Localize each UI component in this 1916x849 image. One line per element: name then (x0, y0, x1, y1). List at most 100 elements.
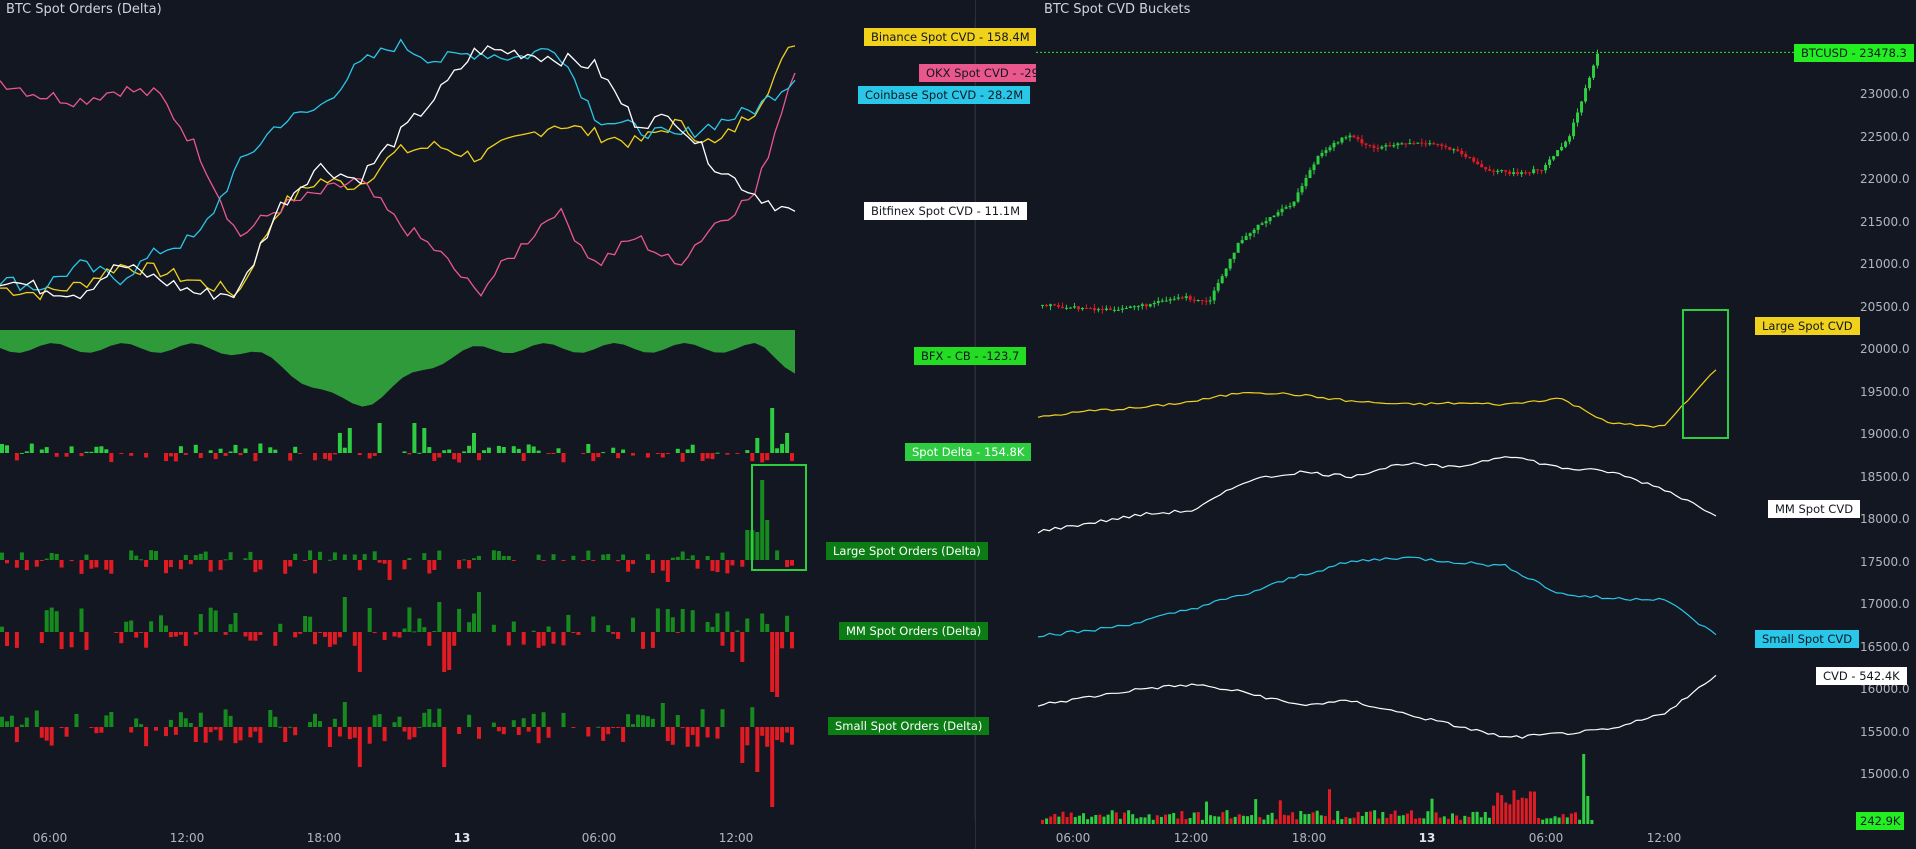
volume-bar (1106, 814, 1110, 824)
volume-bar (1295, 819, 1299, 824)
spot-delta-bar (19, 452, 24, 454)
candle-body (1180, 297, 1184, 299)
left-chart-panel[interactable]: BTC Spot Orders (Delta) Binance Spot CVD… (0, 0, 1061, 849)
large-orders-bar (243, 558, 248, 560)
volume-bar (1200, 819, 1204, 824)
small-orders-bar (104, 715, 109, 727)
spot-delta-bar (99, 446, 104, 453)
candle-body (1260, 223, 1264, 225)
volume-bar (1430, 798, 1434, 824)
volume-bar (1557, 817, 1561, 824)
small-orders-bar (109, 712, 114, 727)
volume-bar (1364, 811, 1368, 824)
spot-delta-bar (178, 446, 183, 453)
candle-body (1076, 306, 1080, 310)
volume-bar (1360, 815, 1364, 824)
large-orders-bar (303, 560, 308, 561)
candle-body (1136, 306, 1140, 308)
volume-label: 242.9K (1856, 812, 1905, 830)
large-orders-bar (710, 560, 715, 571)
volume-bar (1586, 796, 1590, 824)
small-orders-bar (89, 727, 94, 728)
candle-body (1468, 156, 1472, 158)
candle-body (1108, 308, 1112, 311)
volume-bar (1291, 812, 1295, 824)
mm-cvd-label: MM Spot CVD (1768, 500, 1861, 518)
candle-body (1152, 302, 1156, 305)
small-orders-bar (700, 709, 705, 727)
large-orders-bar (49, 553, 54, 560)
candle-body (1236, 243, 1240, 253)
mm-orders-bar (665, 609, 670, 632)
volume-bar (1516, 799, 1520, 824)
volume-bar (1369, 811, 1372, 824)
candle-body (1596, 53, 1599, 66)
mm-orders-bar (293, 632, 298, 638)
small-orders-bar (293, 727, 298, 736)
y-tick: 21500.0 (1860, 215, 1910, 229)
candle-body (1056, 305, 1060, 307)
volume-bar (1229, 818, 1233, 824)
large-orders-bar (129, 550, 134, 560)
candle-body (1396, 143, 1400, 146)
price-axis[interactable]: 23000.0 22500.0 22000.0 21500.0 21000.0 … (1854, 20, 1916, 820)
large-orders-bar (616, 560, 621, 562)
spot-delta-bar (407, 453, 412, 455)
spot-delta-bar (601, 452, 606, 454)
volume-bar (1184, 819, 1188, 824)
large-orders-bar (193, 555, 198, 560)
volume-bar (1164, 814, 1167, 824)
volume-bar (1524, 798, 1528, 824)
volume-bar (1381, 811, 1385, 824)
small-orders-bar (367, 727, 372, 744)
large-orders-bar (44, 558, 49, 560)
left-x-tick: 06:00 (581, 831, 617, 845)
spot-delta-bar (785, 433, 790, 453)
spot-delta-bar (327, 453, 332, 461)
spot-delta-bar (675, 448, 680, 453)
candle-body (1216, 282, 1220, 291)
cvd-line-large-spot-cvd (1037, 369, 1717, 428)
candle-body (1540, 169, 1544, 171)
mm-orders-bar (332, 632, 337, 645)
volume-bar (1090, 816, 1094, 824)
spot-delta-bar (84, 451, 89, 453)
spot-delta-bar (342, 447, 347, 453)
large-orders-bar (606, 554, 611, 560)
spot-delta-bar (725, 453, 730, 455)
cvd-line-cvd (1037, 674, 1717, 739)
large-orders-bar (551, 554, 556, 560)
left-chart-canvas[interactable] (0, 0, 975, 849)
spot-delta-bar (258, 443, 263, 453)
spot-delta-bar (253, 453, 258, 462)
left-x-tick: 06:00 (32, 831, 68, 845)
candle-body (1280, 208, 1284, 213)
volume-bar (1569, 813, 1573, 824)
candle-body (1544, 165, 1548, 171)
mm-orders-bar (178, 632, 183, 635)
candle-body (1044, 304, 1048, 307)
small-orders-bar (268, 710, 273, 727)
spot-delta-bar (29, 443, 34, 453)
large-orders-bar (223, 559, 228, 561)
spot-delta-bar (457, 453, 462, 463)
spot-delta-bar (765, 453, 770, 461)
volume-bar (1270, 812, 1274, 824)
mm-orders-bar (551, 632, 556, 644)
volume-bar (1114, 812, 1118, 824)
large-orders-bar (695, 560, 700, 569)
spot-delta-bar (422, 428, 427, 453)
volume-bar (1254, 799, 1258, 824)
candle-body (1196, 300, 1200, 302)
right-chart-panel[interactable]: BTC Spot CVD Buckets 23000.0 22500.0 220… (1036, 0, 1916, 849)
spot-delta-bar (745, 450, 750, 453)
large-orders-bar (39, 560, 44, 561)
spot-delta-bar (104, 449, 109, 453)
spot-delta-bar (79, 453, 84, 457)
right-chart-canvas[interactable] (1036, 0, 1916, 849)
mm-orders-bar (298, 632, 303, 634)
spot-delta-bar (775, 448, 780, 453)
large-orders-bar (432, 560, 437, 570)
volume-bar (1266, 814, 1270, 824)
spot-delta-bar (755, 438, 760, 453)
